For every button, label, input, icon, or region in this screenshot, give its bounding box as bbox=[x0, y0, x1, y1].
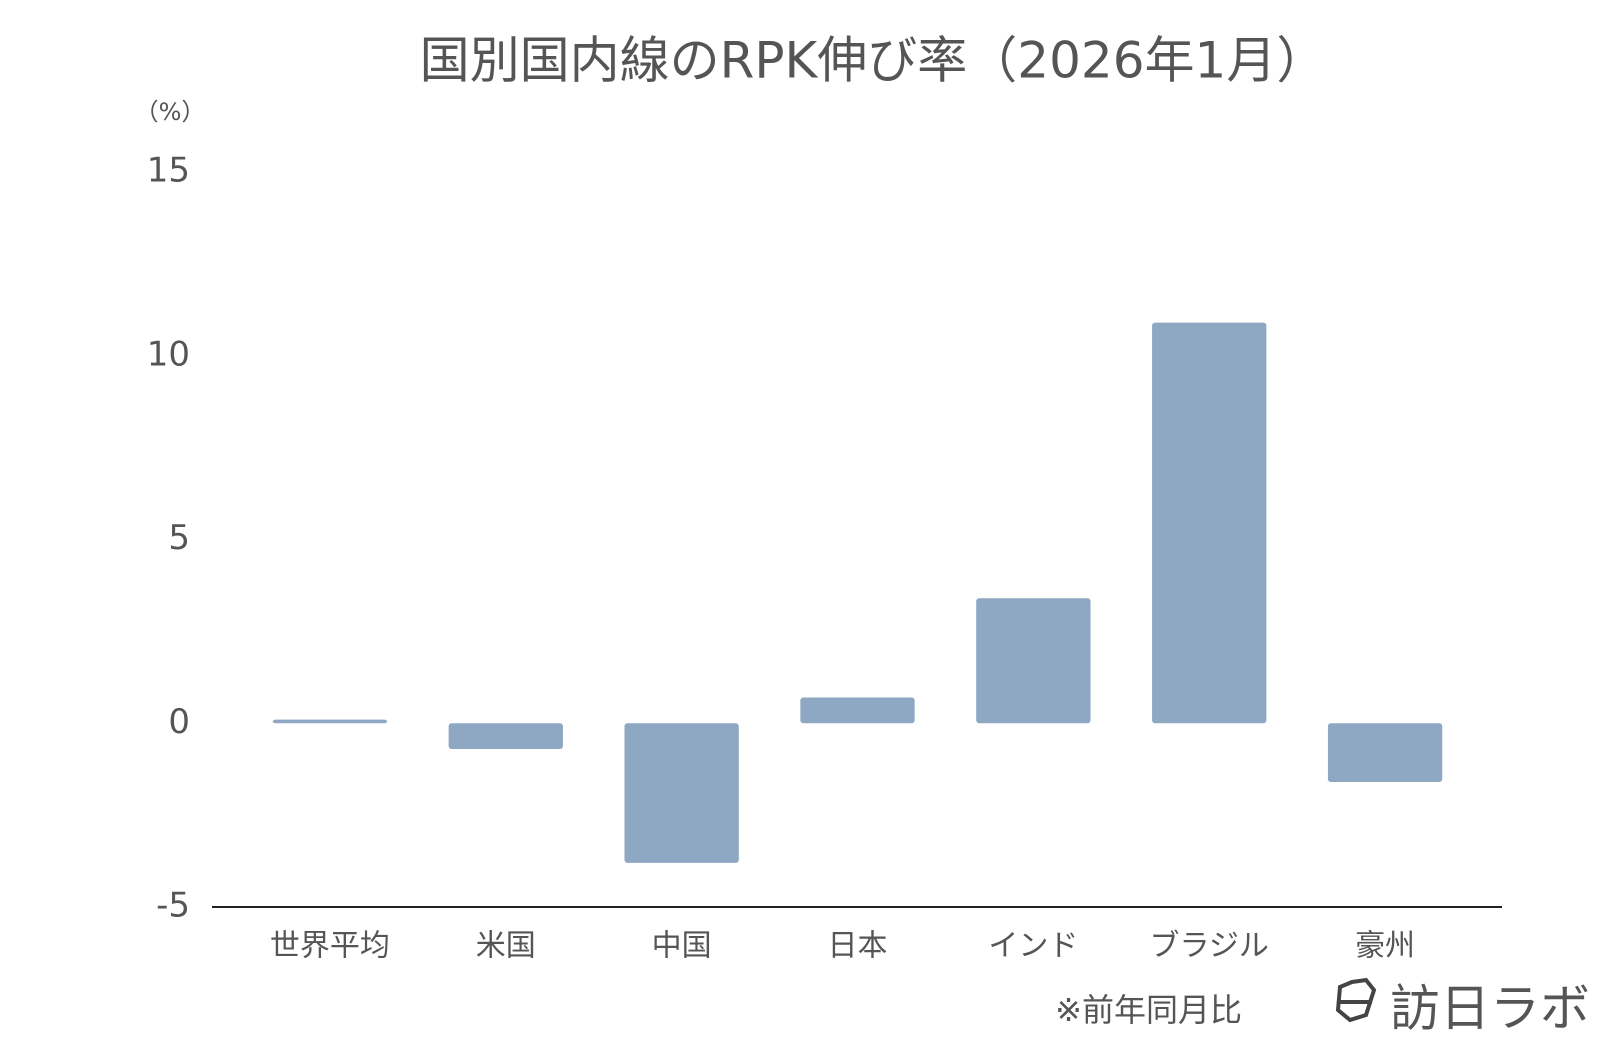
y-axis-label: （%） bbox=[135, 98, 206, 126]
y-tick-label: 15 bbox=[147, 151, 190, 191]
y-tick-label: -5 bbox=[156, 886, 190, 926]
note: ※前年同月比 bbox=[1055, 991, 1242, 1029]
x-tick-label: 米国 bbox=[476, 929, 536, 964]
bar bbox=[1152, 322, 1267, 724]
bar bbox=[800, 697, 915, 724]
x-tick-label: 世界平均 bbox=[270, 929, 390, 964]
logo-text: 訪日ラボ bbox=[1390, 980, 1590, 1038]
logo-icon bbox=[1335, 977, 1377, 1023]
bar bbox=[448, 723, 563, 749]
x-tick-label: インド bbox=[988, 929, 1078, 964]
bar bbox=[272, 719, 388, 724]
x-tick-label: 中国 bbox=[652, 929, 712, 964]
chart-title: 国別国内線のRPK伸び率（2026年1月） bbox=[420, 32, 1327, 90]
x-tick-label: ブラジル bbox=[1150, 929, 1269, 964]
bar bbox=[976, 598, 1091, 724]
y-tick-label: 0 bbox=[168, 702, 190, 742]
bar bbox=[1327, 723, 1443, 783]
y-tick-label: 5 bbox=[168, 518, 190, 558]
x-tick-label: 日本 bbox=[828, 929, 888, 964]
x-tick-label: 豪州 bbox=[1355, 929, 1415, 964]
bar bbox=[624, 723, 739, 863]
y-tick-label: 10 bbox=[147, 334, 190, 374]
